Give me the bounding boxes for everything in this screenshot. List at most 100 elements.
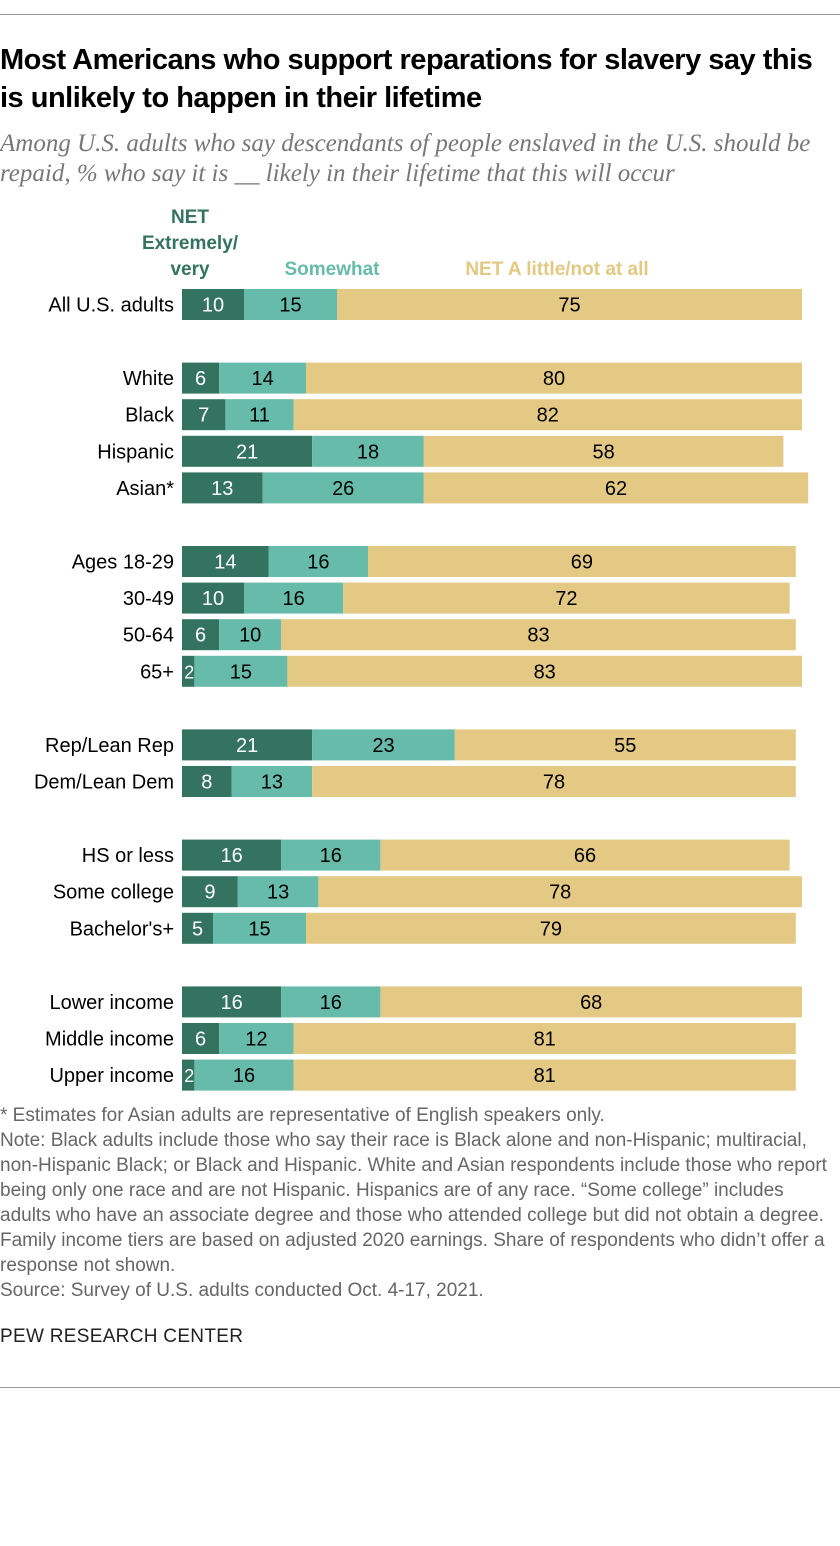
data-label: 16 [320,845,342,867]
bar-segment [380,986,802,1018]
bar-segment [318,876,802,908]
category-label: Hispanic [97,441,174,463]
data-label: 81 [534,1065,556,1087]
bar-segment [194,1059,294,1091]
bar-segment [423,472,809,504]
data-label: 78 [549,882,571,904]
bar-segment [182,986,282,1018]
data-label: 6 [195,1029,206,1051]
category-label: HS or less [82,845,174,867]
bar-segment [182,546,269,577]
data-label: 81 [534,1029,556,1051]
bar-segment [312,766,796,797]
data-label: 82 [537,405,559,427]
data-label: 16 [220,992,242,1014]
data-label: 80 [543,368,565,390]
data-label: 13 [211,478,233,500]
bar-segment [219,362,306,394]
bar-segment [343,582,790,614]
category-label: Asian* [116,478,174,500]
bar-segment [293,1059,796,1091]
category-label: Black [125,405,175,427]
bar-segment [194,655,288,687]
bar-segment [244,289,337,320]
category-label: 50-64 [123,625,174,647]
bar-segment [182,766,232,797]
data-label: 14 [214,552,236,574]
data-label: 2 [184,1066,194,1086]
legend-label: very [170,259,210,280]
legend-label: Extremely/ [142,233,239,254]
data-label: 16 [320,992,342,1014]
data-label: 7 [198,405,209,427]
bar-segment [368,546,796,577]
data-label: 9 [204,882,215,904]
bar-segment [293,399,802,431]
data-label: 5 [192,918,203,940]
bar-segment [423,435,784,467]
notes: * Estimates for Asian adults are represe… [0,1103,835,1303]
bar-segment [281,986,381,1018]
data-label: 78 [543,772,565,794]
bar-segment [312,435,424,467]
data-label: 16 [282,588,304,610]
bar-segment [219,619,282,651]
bottom-rule [0,1387,840,1388]
category-label: Bachelor's+ [70,918,174,940]
data-label: 15 [279,295,301,317]
category-label: Rep/Lean Rep [45,735,174,757]
bar-segment [182,619,220,651]
data-label: 2 [184,662,194,682]
legend-label: Somewhat [284,259,380,280]
category-label: 30-49 [123,588,174,610]
category-label: All U.S. adults [48,295,174,317]
bar-segment [182,1023,220,1054]
data-label: 11 [249,405,270,427]
chart-subtitle: Among U.S. adults who say descendants of… [0,130,811,187]
bar-segment [454,729,796,761]
data-label: 66 [574,845,596,867]
data-label: 16 [220,845,242,867]
category-label: Ages 18-29 [72,552,174,574]
category-label: Dem/Lean Dem [34,772,174,794]
bar-segment [312,729,455,761]
data-label: 15 [248,918,270,940]
data-label: 79 [540,918,562,940]
bar-segment [281,839,381,871]
bar-segment [182,582,244,614]
data-label: 15 [230,661,252,683]
data-label: 12 [245,1029,267,1051]
bar-segment [182,912,213,944]
bar-segment [380,839,790,871]
bar-segment [182,362,220,394]
bar-segment [182,655,195,687]
asterisk-note: * Estimates for Asian adults are represe… [0,1105,605,1126]
data-label: 83 [534,661,556,683]
data-label: 58 [592,441,614,463]
bar-segment [182,289,244,320]
legend-label: NET [171,207,209,228]
bar-segment [262,472,424,504]
data-label: 68 [580,992,602,1014]
data-label: 75 [558,295,580,317]
data-label: 13 [267,882,289,904]
top-rule [0,14,840,15]
bar-segment [281,619,796,651]
data-label: 10 [239,625,261,647]
bar-segment [237,876,319,908]
data-label: 18 [357,441,379,463]
category-label: Upper income [49,1065,174,1087]
bar-segment [337,289,802,320]
bar-segment [287,655,802,687]
bar-segment [244,582,344,614]
category-label: Lower income [49,992,174,1014]
data-label: 6 [195,625,206,647]
note-text: Note: Black adults include those who say… [0,1130,827,1276]
bar-segment [219,1023,294,1054]
data-label: 10 [202,295,224,317]
data-label: 16 [233,1065,255,1087]
bar-segment [182,839,282,871]
bar-segment [182,1059,195,1091]
legend-label: NET A little/not at all [465,259,648,280]
